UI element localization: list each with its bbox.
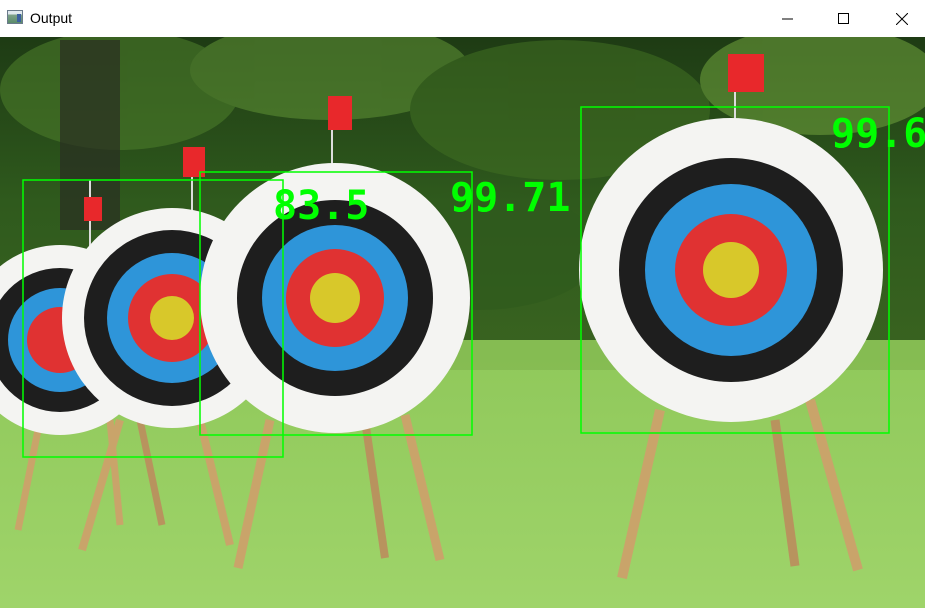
close-button[interactable] xyxy=(879,0,925,37)
target-3 xyxy=(200,96,470,569)
detection-label-1: 83.5 xyxy=(273,183,369,229)
window-title: Output xyxy=(30,10,73,26)
output-image: 83.5 99.71 99.6 xyxy=(0,37,925,608)
maximize-button[interactable] xyxy=(821,0,867,37)
detection-label-3: 99.6 xyxy=(831,111,925,157)
minimize-icon xyxy=(782,18,793,19)
target-4 xyxy=(579,54,883,580)
window-titlebar[interactable]: Output xyxy=(0,0,925,37)
detection-box-2 xyxy=(199,171,473,436)
detection-box-3 xyxy=(580,106,890,434)
minimize-button[interactable] xyxy=(765,0,811,37)
close-icon xyxy=(896,12,908,25)
output-image-view: 83.5 99.71 99.6 xyxy=(0,37,925,608)
detection-box-1 xyxy=(22,179,284,458)
maximize-icon xyxy=(838,12,849,24)
detection-label-2: 99.71 xyxy=(450,175,570,221)
app-window-icon xyxy=(7,10,23,24)
